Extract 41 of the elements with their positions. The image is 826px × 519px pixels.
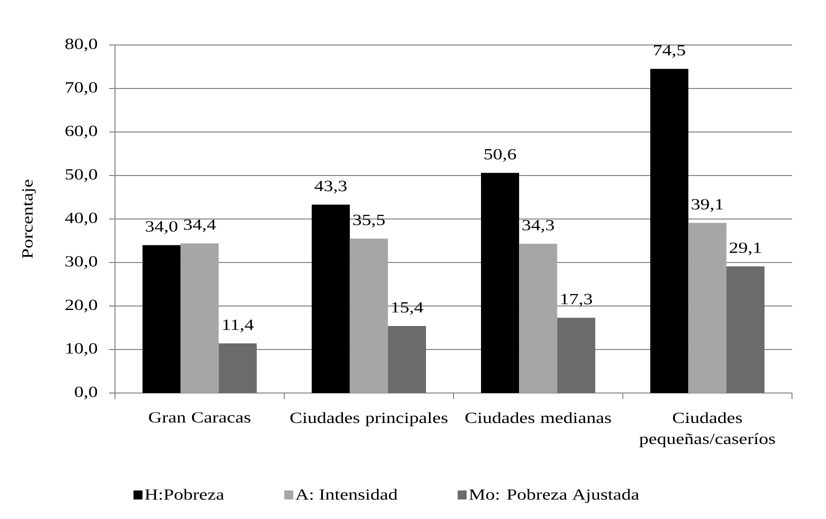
y-tick-label: 70,0	[66, 82, 98, 95]
data-label: 15,4	[392, 302, 424, 315]
data-label: 39,1	[692, 199, 723, 212]
bar	[726, 266, 765, 393]
y-axis-title: Porcentaje	[22, 180, 36, 258]
bar	[180, 243, 219, 393]
data-label: 43,3	[314, 180, 347, 194]
bar	[218, 343, 257, 393]
data-label: 34,3	[522, 220, 554, 233]
y-tick-label: 50,0	[66, 169, 98, 182]
data-label: 29,1	[730, 242, 761, 256]
y-tick-label: 0,0	[74, 386, 98, 400]
bar	[688, 222, 726, 393]
bar	[519, 244, 558, 393]
bar	[350, 238, 388, 393]
x-tick-label: Ciudades principales	[290, 412, 448, 426]
bar	[312, 204, 350, 393]
x-tick-label: Ciudades medianas	[465, 412, 611, 424]
legend-label: H:Pobreza	[145, 488, 224, 500]
data-label: 50,6	[484, 148, 516, 162]
data-label: 11,4	[223, 320, 254, 332]
y-tick-label: 10,0	[66, 343, 98, 356]
data-label: 74,5	[654, 45, 686, 58]
y-tick-label: 40,0	[65, 212, 98, 226]
y-tick-label: 80,0	[65, 38, 98, 52]
bar	[481, 172, 520, 393]
data-label: 35,5	[353, 214, 385, 228]
legend-label: Mo: Pobreza Ajustada	[469, 488, 640, 503]
y-tick-label: 20,0	[66, 300, 98, 312]
bar	[650, 68, 688, 393]
x-tick-label: Gran Caracas	[149, 412, 250, 423]
x-tick-label: Ciudades pequeñas/caseríos	[639, 412, 775, 448]
y-tick-label: 30,0	[66, 256, 98, 269]
bar	[388, 326, 426, 393]
bar	[557, 318, 596, 393]
y-tick-label: 60,0	[66, 126, 98, 138]
bar	[142, 245, 181, 393]
data-label: 34,4	[184, 220, 216, 232]
data-label: 17,3	[561, 294, 592, 307]
data-label: 34,0	[146, 221, 178, 234]
legend-label: A: Intensidad	[295, 488, 398, 500]
